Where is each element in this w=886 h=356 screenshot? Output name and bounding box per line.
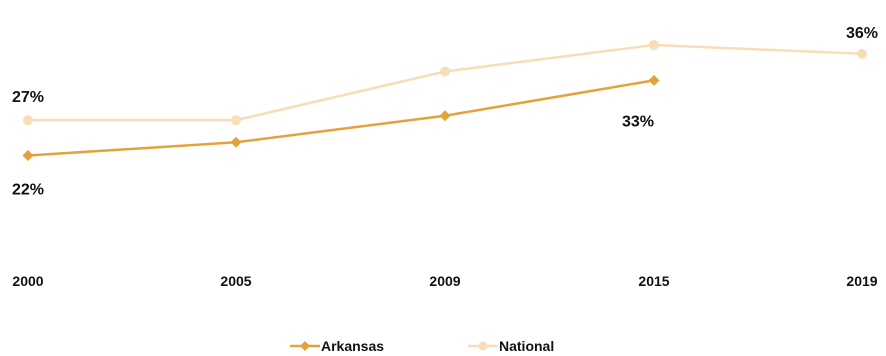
legend-item-national: National	[468, 338, 554, 354]
point-arkansas-2015	[648, 74, 660, 86]
legend-label-arkansas: Arkansas	[321, 338, 384, 354]
series-layer	[22, 39, 867, 162]
series-arkansas	[22, 74, 660, 162]
point-national-2005	[231, 115, 241, 126]
point-national-2015	[649, 39, 659, 50]
point-national-2009	[440, 66, 450, 77]
series-line-national	[26, 43, 864, 122]
point-arkansas-2005	[230, 136, 242, 148]
data-label-national-2000: 27%	[12, 89, 44, 106]
x-tick-label-2019: 2019	[846, 273, 877, 289]
legend-item-arkansas: Arkansas	[290, 338, 384, 354]
data-label-arkansas-2000: 22%	[12, 182, 44, 199]
data-label-arkansas-2015: 33%	[622, 113, 654, 130]
point-arkansas-2009	[439, 110, 451, 122]
series-national	[23, 39, 867, 126]
x-tick-label-2015: 2015	[638, 273, 669, 289]
x-axis: 2000 2005 2009 2015 2019	[12, 273, 877, 289]
legend-marker-circle	[478, 341, 488, 351]
x-tick-label-2000: 2000	[12, 273, 43, 289]
data-label-layer: 27% 22% 33% 36%	[12, 25, 878, 199]
point-arkansas-2000	[22, 150, 34, 162]
point-national-2019	[857, 48, 867, 59]
legend: Arkansas National	[290, 338, 554, 354]
point-national-2000	[23, 115, 33, 126]
series-line-arkansas	[26, 79, 656, 157]
data-label-national-2019: 36%	[846, 25, 878, 42]
legend-marker-diamond	[300, 341, 310, 351]
x-tick-label-2005: 2005	[220, 273, 251, 289]
x-tick-label-2009: 2009	[429, 273, 460, 289]
legend-label-national: National	[499, 338, 554, 354]
